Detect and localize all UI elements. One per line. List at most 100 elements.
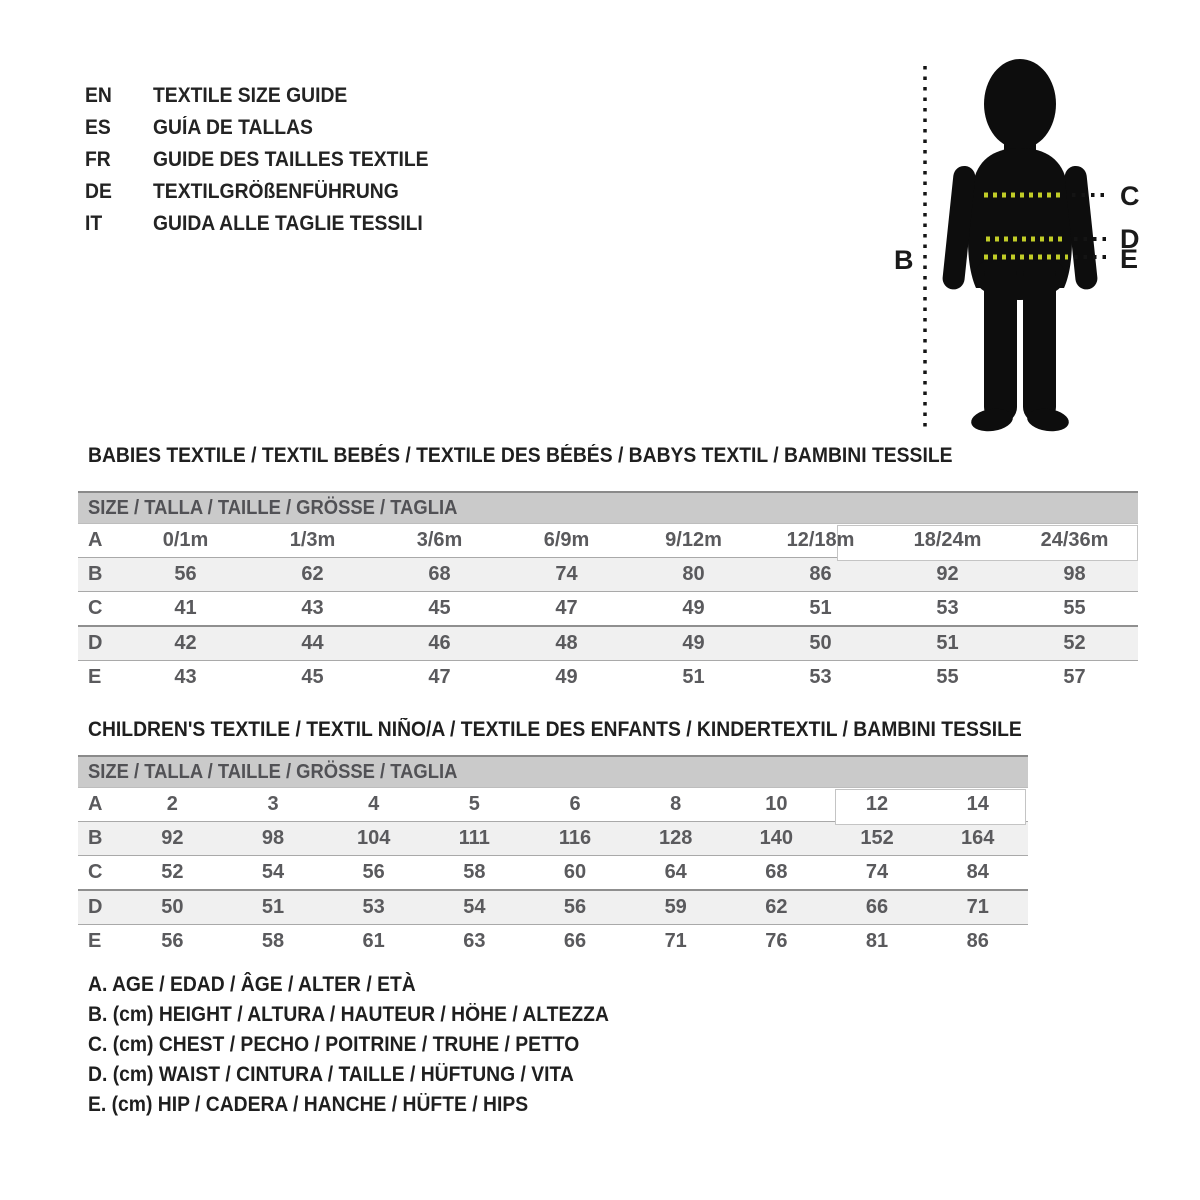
measurement-legend: A. AGE / EDAD / ÂGE / ALTER / ETÀ B. (cm… [88,970,654,1120]
size-value-cell: 84 [966,861,989,883]
child-silhouette-svg: B C D E [894,59,1140,432]
language-title: TEXTILGRÖßENFÜHRUNG [153,180,399,203]
size-value-cell: 86 [809,563,832,585]
children-table-header-text: SIZE / TALLA / TAILLE / GRÖSSE / TAGLIA [88,761,458,783]
legend-age: A. AGE / EDAD / ÂGE / ALTER / ETÀ [88,970,654,1000]
legend-height-text: B. (cm) HEIGHT / ALTURA / HAUTEUR / HÖHE… [88,1003,609,1026]
children-table-header: SIZE / TALLA / TAILLE / GRÖSSE / TAGLIA [78,757,1028,788]
legend-hip: E. (cm) HIP / CADERA / HANCHE / HÜFTE / … [88,1090,654,1120]
size-value-cell: 3/6m [416,529,463,551]
size-value-cell: 76 [765,930,788,952]
language-code: ES [85,116,111,139]
size-value-cell: 58 [261,930,285,952]
size-value-cell: 92 [936,563,959,585]
height-label: B [894,245,914,275]
babies-section-title: BABIES TEXTILE / TEXTIL BEBÉS / TEXTILE … [88,444,1028,468]
language-row-en: EN TEXTILE SIZE GUIDE [85,80,452,112]
size-value-cell: 55 [1063,597,1086,619]
children-section-title-text: CHILDREN'S TEXTILE / TEXTIL NIÑO/A / TEX… [88,718,1022,741]
size-value-cell: 45 [428,597,451,619]
language-code: FR [85,148,111,171]
hip-label: E [1120,244,1138,274]
size-value-cell: 4 [368,793,380,815]
language-title: GUÍA DE TALLAS [153,116,313,139]
size-value-cell: 55 [936,666,959,688]
size-value-cell: 53 [809,666,832,688]
table-row-D: D 50 51 53 54 56 59 62 66 71 [78,889,1028,924]
language-title: GUIDE DES TAILLES TEXTILE [153,148,429,171]
size-value-cell: 164 [961,827,995,849]
size-value-cell: 66 [563,930,587,952]
size-value-cell: 49 [682,632,705,654]
size-value-cell: 50 [809,632,832,654]
size-value-cell: 59 [664,896,687,918]
size-value-cell: 52 [161,861,184,883]
table-row-A: A 2 3 4 5 6 8 10 12 14 [78,788,1028,821]
size-value-cell: 64 [664,861,687,883]
size-value-cell: 14 [966,793,989,815]
size-value-cell: 86 [966,930,989,952]
legend-chest-text: C. (cm) CHEST / PECHO / POITRINE / TRUHE… [88,1033,580,1056]
size-value-cell: 74 [865,861,889,883]
size-value-cell: 57 [1063,666,1086,688]
size-value-cell: 44 [301,632,324,654]
language-title: GUIDA ALLE TAGLIE TESSILI [153,212,423,235]
child-silhouette [942,59,1098,432]
size-value-cell: 92 [161,827,184,849]
size-value-cell: 98 [261,827,285,849]
size-value-cell: 98 [1063,563,1086,585]
size-value-cell: 43 [301,597,324,619]
babies-table-header: SIZE / TALLA / TAILLE / GRÖSSE / TAGLIA [78,493,1138,524]
size-value-cell: 51 [261,896,285,918]
babies-size-table: SIZE / TALLA / TAILLE / GRÖSSE / TAGLIA … [78,491,1138,694]
babies-highlight-box [837,525,1138,561]
measurement-figure: B C D E [880,48,1200,448]
size-value-cell: 49 [555,666,578,688]
row-label: E [88,930,102,952]
size-value-cell: 41 [174,597,197,619]
size-value-cell: 53 [362,896,385,918]
size-value-cell: 6/9m [543,529,590,551]
language-row-fr: FR GUIDE DES TAILLES TEXTILE [85,144,452,176]
size-value-cell: 111 [458,827,490,849]
size-value-cell: 47 [428,666,451,688]
size-value-cell: 1/3m [289,529,336,551]
babies-table-header-text: SIZE / TALLA / TAILLE / GRÖSSE / TAGLIA [88,497,458,519]
size-value-cell: 71 [664,930,687,952]
legend-chest: C. (cm) CHEST / PECHO / POITRINE / TRUHE… [88,1030,654,1060]
size-value-cell: 68 [765,861,788,883]
size-value-cell: 8 [670,793,682,815]
size-value-cell: 116 [558,827,592,849]
size-value-cell: 81 [865,930,889,952]
table-row-E: E 43 45 47 49 51 53 55 57 [78,660,1138,694]
size-value-cell: 3 [267,793,279,815]
size-value-cell: 12 [865,793,889,815]
waist-label: D [1120,224,1140,254]
language-title: TEXTILE SIZE GUIDE [153,84,348,107]
size-value-cell: 50 [161,896,184,918]
table-row-A: A 0/1m 1/3m 3/6m 6/9m 9/12m 12/18m 18/24m 24/36m [78,524,1138,557]
table-row-E: E 56 58 61 63 66 71 76 81 86 [78,924,1028,958]
table-row-D: D 42 44 46 48 49 50 51 52 [78,625,1138,660]
size-value-cell: 5 [468,793,480,815]
size-value-cell: 62 [301,563,324,585]
language-row-it: IT GUIDA ALLE TAGLIE TESSILI [85,208,452,240]
row-label: B [88,827,103,849]
legend-waist: D. (cm) WAIST / CINTURA / TAILLE / HÜFTU… [88,1060,654,1090]
language-code: IT [85,212,103,235]
size-value-cell: 47 [555,597,578,619]
language-code: DE [85,180,112,203]
row-label: D [88,632,103,654]
size-value-cell: 10 [765,793,788,815]
children-section-title: CHILDREN'S TEXTILE / TEXTIL NIÑO/A / TEX… [88,718,1103,742]
size-value-cell: 6 [569,793,581,815]
size-value-cell: 0/1m [162,529,209,551]
size-value-cell: 51 [936,632,959,654]
size-value-cell: 48 [555,632,578,654]
size-value-cell: 80 [682,563,705,585]
size-value-cell: 62 [765,896,788,918]
row-label: B [88,563,103,585]
size-value-cell: 61 [362,930,385,952]
children-size-table: SIZE / TALLA / TAILLE / GRÖSSE / TAGLIA … [78,755,1028,958]
size-value-cell: 51 [682,666,705,688]
